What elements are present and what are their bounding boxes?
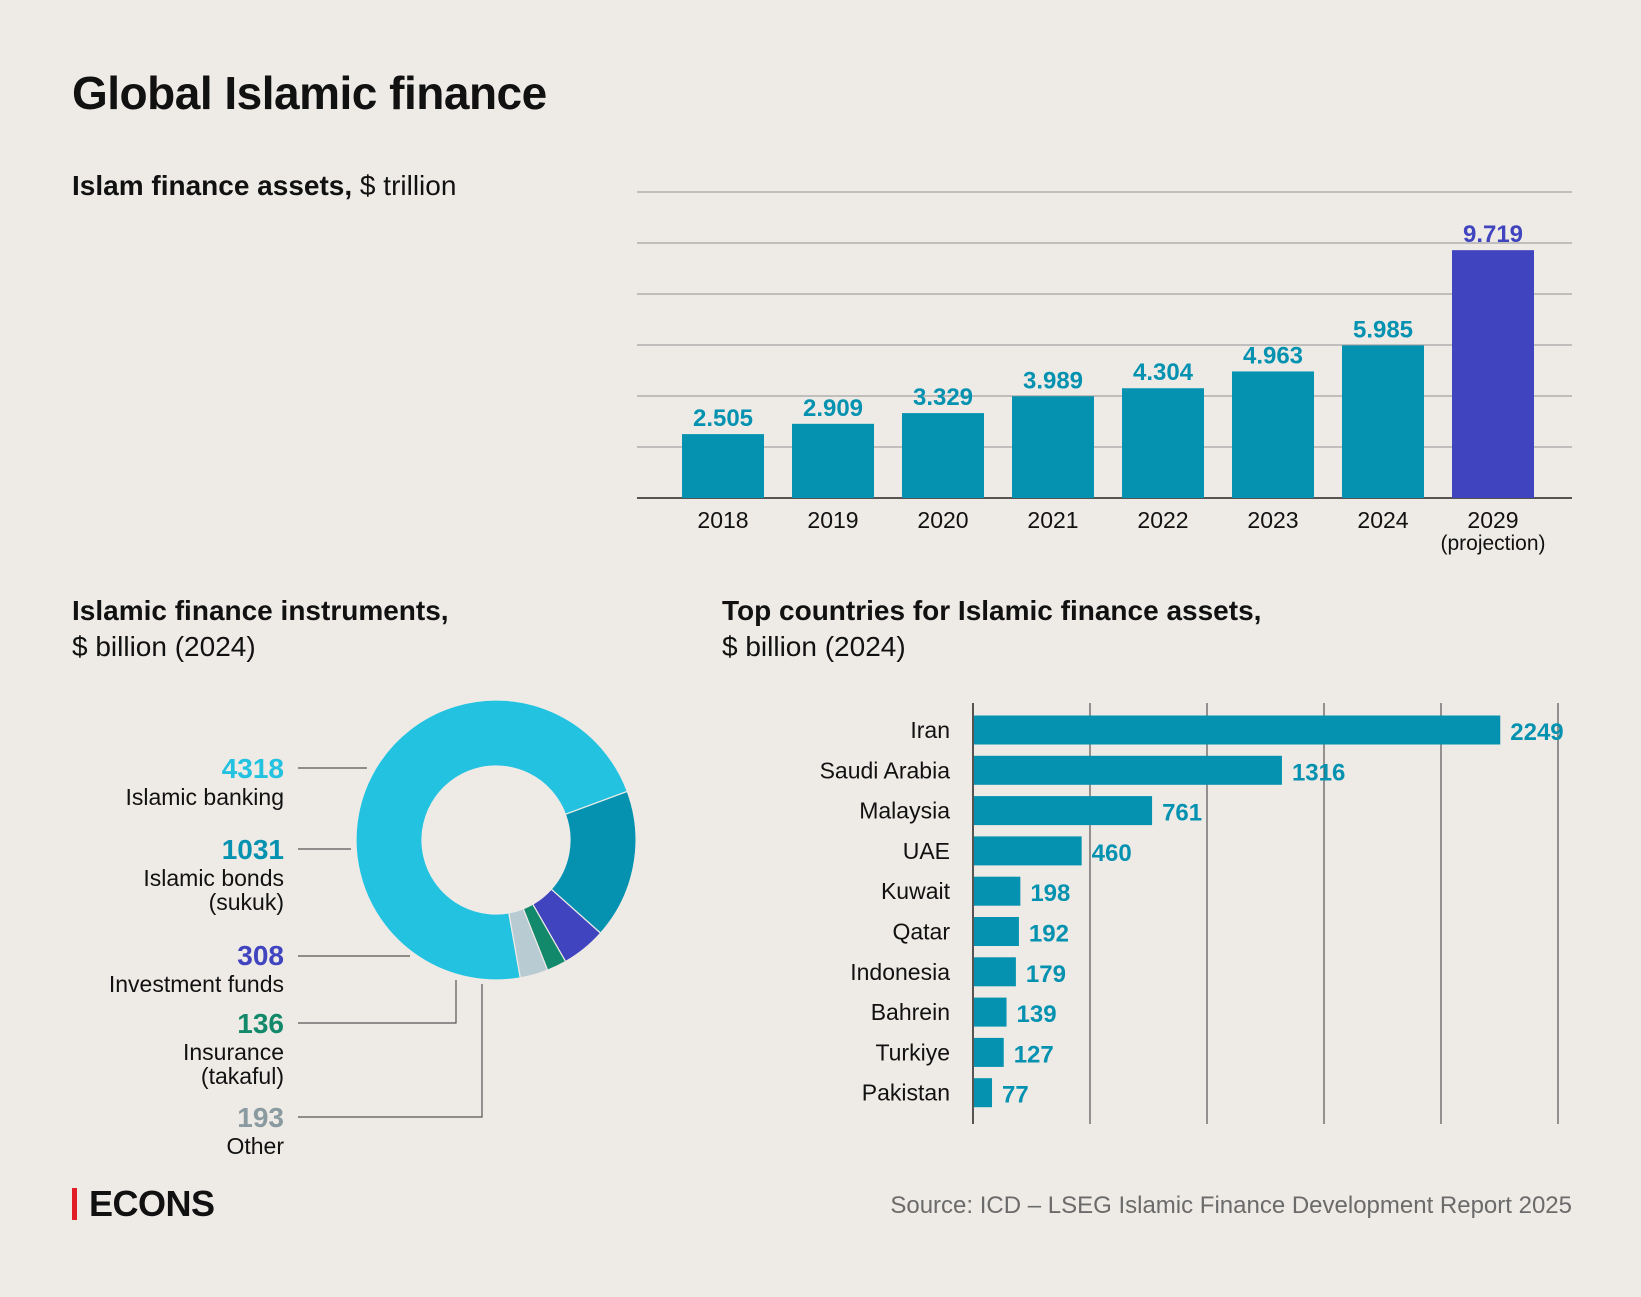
instruments-chart-heading: Islamic finance instruments, $ billion (… — [72, 593, 449, 665]
countries-bar-value: 179 — [1026, 961, 1066, 988]
source-note: Source: ICD – LSEG Islamic Finance Devel… — [890, 1192, 1572, 1219]
assets-x-tick: 2020 — [917, 507, 968, 533]
donut-category-label: Islamic bonds — [143, 865, 284, 891]
donut-value-label: 4318 — [222, 753, 284, 784]
assets-x-sublabel: (projection) — [1440, 532, 1545, 555]
assets-x-tick: 2019 — [807, 507, 858, 533]
countries-bar-value: 139 — [1017, 1001, 1057, 1028]
countries-y-tick: Turkiye — [875, 1039, 950, 1065]
donut-category-label: Islamic banking — [125, 784, 284, 810]
donut-category-label: Other — [226, 1133, 284, 1159]
countries-bar — [974, 876, 1021, 906]
countries-bar-value: 77 — [1002, 1082, 1029, 1109]
countries-bar — [974, 755, 1282, 785]
countries-bar-value: 127 — [1014, 1041, 1054, 1068]
countries-y-tick: Qatar — [892, 919, 950, 945]
countries-bar-value: 198 — [1030, 880, 1070, 907]
donut-category-label: Insurance — [183, 1039, 284, 1065]
assets-x-tick: 2024 — [1357, 507, 1408, 533]
countries-bar — [974, 715, 1501, 745]
countries-y-tick: Bahrein — [871, 999, 950, 1025]
assets-bar — [682, 434, 764, 498]
countries-bar — [974, 836, 1082, 866]
donut-value-label: 1031 — [222, 834, 284, 865]
countries-y-tick: Saudi Arabia — [820, 757, 951, 783]
countries-bar — [974, 1078, 993, 1108]
assets-bar-value: 4.304 — [1133, 359, 1194, 386]
brand-logo: ECONS — [72, 1183, 215, 1225]
assets-bar — [1232, 371, 1314, 498]
countries-y-tick: Iran — [910, 717, 950, 743]
countries-bar — [974, 997, 1007, 1027]
donut-slice — [508, 908, 549, 979]
assets-bar-value: 5.985 — [1353, 316, 1413, 343]
assets-x-tick: 2023 — [1247, 507, 1298, 533]
assets-bar — [1452, 250, 1534, 498]
assets-bar — [902, 413, 984, 498]
donut-leader-line — [298, 984, 483, 1118]
donut-value-label: 308 — [237, 940, 284, 971]
page-title: Global Islamic finance — [72, 67, 547, 119]
countries-chart-unit: $ billion (2024) — [722, 631, 906, 662]
donut-slice — [355, 699, 629, 981]
donut-leader-line — [298, 980, 457, 1024]
assets-bar-value: 2.909 — [803, 395, 863, 422]
assets-bar — [792, 423, 874, 498]
countries-bar — [974, 917, 1019, 946]
instruments-chart-title: Islamic finance instruments, — [72, 595, 449, 626]
assets-bar-value: 9.719 — [1463, 221, 1523, 248]
donut-category-label: (sukuk) — [209, 889, 284, 915]
countries-bar — [974, 1037, 1004, 1067]
assets-bar — [1122, 388, 1204, 498]
countries-y-tick: Kuwait — [881, 878, 951, 904]
assets-chart-title: Islam finance assets, — [72, 170, 353, 201]
countries-bar-value: 460 — [1092, 840, 1132, 867]
countries-bar — [974, 796, 1153, 826]
countries-bar-value: 761 — [1162, 800, 1202, 827]
assets-bar-value: 3.329 — [913, 384, 973, 411]
brand-name: ECONS — [89, 1183, 215, 1224]
donut-value-label: 136 — [237, 1008, 284, 1039]
assets-bar-value: 4.963 — [1243, 342, 1303, 369]
donut-category-label: (takaful) — [201, 1063, 284, 1089]
instruments-chart-unit: $ billion (2024) — [72, 631, 256, 662]
countries-y-tick: UAE — [903, 838, 950, 864]
countries-chart-title: Top countries for Islamic finance assets… — [722, 595, 1262, 626]
assets-bar — [1342, 345, 1424, 498]
assets-chart-unit: $ trillion — [352, 170, 457, 201]
brand-bar — [72, 1188, 77, 1220]
countries-y-tick: Pakistan — [862, 1080, 950, 1106]
donut-value-label: 193 — [237, 1102, 284, 1133]
countries-bar — [974, 957, 1016, 987]
donut-category-label: Investment funds — [109, 971, 284, 997]
assets-bar — [1012, 396, 1094, 498]
assets-bar-value: 3.989 — [1023, 367, 1083, 394]
countries-bar-value: 2249 — [1510, 719, 1563, 746]
assets-x-tick: 2029 — [1467, 507, 1518, 533]
assets-bar-value: 2.505 — [693, 405, 753, 432]
countries-y-tick: Indonesia — [850, 959, 950, 985]
countries-bar-value: 1316 — [1292, 759, 1345, 786]
countries-bar-value: 192 — [1029, 921, 1069, 948]
countries-y-tick: Malaysia — [859, 798, 950, 824]
assets-x-tick: 2018 — [697, 507, 748, 533]
countries-chart-heading: Top countries for Islamic finance assets… — [722, 593, 1261, 665]
assets-x-tick: 2022 — [1137, 507, 1188, 533]
assets-x-tick: 2021 — [1027, 507, 1078, 533]
assets-chart-heading: Islam finance assets, $ trillion — [72, 168, 456, 204]
